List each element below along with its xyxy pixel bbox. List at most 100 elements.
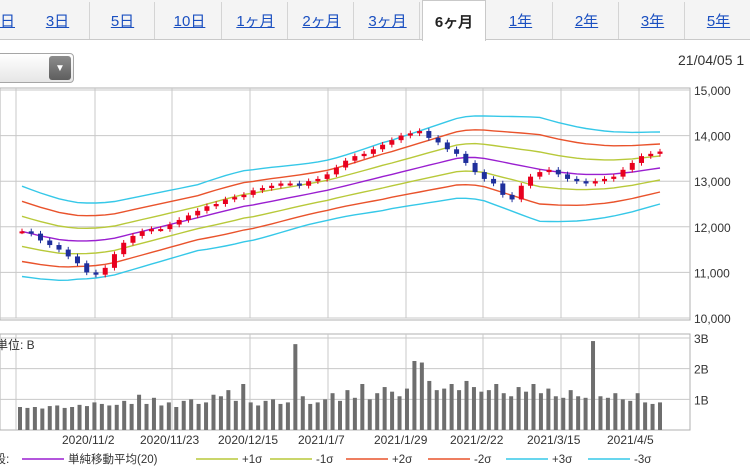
bollinger-band-minus2 <box>21 183 661 268</box>
tab-1ヶ月[interactable]: 1ヶ月 <box>224 2 288 39</box>
volume-unit-label: 単位: B <box>0 337 35 352</box>
candle-body <box>620 169 626 177</box>
date-axis-label: 2021/2/22 <box>450 433 504 447</box>
chart-type-dropdown[interactable]: ▼ <box>0 53 74 83</box>
volume-tick-label: 1B <box>694 393 709 407</box>
tab-6ヶ月[interactable]: 6ヶ月 <box>422 0 486 41</box>
volume-bar <box>613 393 618 430</box>
candle-body <box>592 181 598 184</box>
tab-10日[interactable]: 10日 <box>158 2 222 39</box>
volume-bar <box>233 400 238 430</box>
candle-body <box>574 178 580 182</box>
candle-body <box>121 242 127 255</box>
bollinger-band-plus1 <box>21 142 661 230</box>
candle-body <box>296 183 302 186</box>
volume-bar <box>285 402 290 430</box>
candle-body <box>306 181 312 186</box>
candle-body <box>565 174 571 179</box>
candle-body <box>130 235 136 243</box>
price-tick-label: 14,000 <box>694 130 731 144</box>
candle-body <box>472 162 478 173</box>
volume-bar <box>650 403 655 430</box>
candle-body <box>74 256 80 264</box>
volume-bar <box>271 399 276 430</box>
bollinger-band-plus2 <box>21 129 661 217</box>
volume-bar <box>18 407 22 430</box>
volume-bar <box>643 402 648 430</box>
candle-body <box>287 183 293 186</box>
candle-body <box>56 245 62 250</box>
volume-bar <box>62 407 67 430</box>
volume-bar <box>241 384 246 430</box>
candle-body <box>639 156 645 163</box>
volume-bar <box>211 394 216 430</box>
price-tick-label: 12,000 <box>694 221 731 235</box>
volume-bar <box>32 407 37 430</box>
candle-body <box>417 131 423 134</box>
price-panel <box>0 87 691 321</box>
volume-bar <box>256 405 261 430</box>
tab-3日[interactable]: 3日 <box>26 2 90 39</box>
volume-bar <box>360 384 365 430</box>
volume-bar <box>531 384 536 430</box>
volume-bar <box>419 362 424 430</box>
volume-bar <box>658 402 662 430</box>
candle-body <box>444 142 450 150</box>
candle-body <box>139 231 145 236</box>
tab-2年[interactable]: 2年 <box>555 2 619 39</box>
volume-bar <box>457 390 462 430</box>
candle-body <box>269 185 275 189</box>
volume-bar <box>144 403 149 430</box>
volume-bar <box>92 402 97 430</box>
candle-body <box>47 240 53 246</box>
candle-body <box>602 178 608 182</box>
tab-5日[interactable]: 5日 <box>91 2 155 39</box>
volume-bar <box>427 380 432 430</box>
volume-bar <box>553 396 558 430</box>
volume-tick-label: 3B <box>694 332 709 346</box>
candle-body <box>204 206 210 211</box>
candle-body <box>389 140 395 145</box>
candle-body <box>528 176 534 186</box>
candle-body <box>19 231 25 234</box>
volume-bar <box>338 400 342 430</box>
volume-bar <box>308 403 313 430</box>
price-tick-label: 11,000 <box>694 266 730 280</box>
volume-bar <box>635 393 640 430</box>
volume-bar <box>576 396 581 430</box>
volume-bar <box>382 387 387 430</box>
volume-bar <box>449 384 454 430</box>
candle-body <box>185 215 191 220</box>
volume-bar <box>494 384 499 430</box>
volume-bar <box>628 400 633 430</box>
volume-bar <box>390 391 395 430</box>
volume-bar <box>99 403 104 430</box>
legend-prefix: 段: <box>0 451 9 466</box>
tab-2ヶ月[interactable]: 2ヶ月 <box>290 2 354 39</box>
legend-item: 単純移動平均(20) <box>68 452 158 466</box>
sma-line <box>21 156 661 242</box>
volume-bar <box>330 393 335 430</box>
volume-bar <box>204 402 209 430</box>
volume-bar <box>47 406 52 430</box>
volume-bar <box>605 397 610 430</box>
dropdown-arrow-icon[interactable]: ▼ <box>49 56 71 80</box>
tab-3年[interactable]: 3年 <box>621 2 685 39</box>
tab-3ヶ月[interactable]: 3ヶ月 <box>356 2 420 39</box>
tab-5年[interactable]: 5年 <box>687 2 750 39</box>
legend-item: +3σ <box>552 454 572 466</box>
candle-body <box>111 254 117 268</box>
volume-bar <box>77 404 82 430</box>
candle-body <box>28 231 34 234</box>
candle-body <box>537 172 543 177</box>
candle-body <box>176 219 182 225</box>
candle-body <box>629 162 635 170</box>
tab-1年[interactable]: 1年 <box>489 2 553 39</box>
volume-bar <box>278 403 283 430</box>
candle-body <box>343 160 349 168</box>
volume-bar <box>151 397 156 430</box>
volume-bar <box>397 396 402 430</box>
legend-item: -1σ <box>316 454 333 466</box>
volume-bar <box>620 399 625 430</box>
